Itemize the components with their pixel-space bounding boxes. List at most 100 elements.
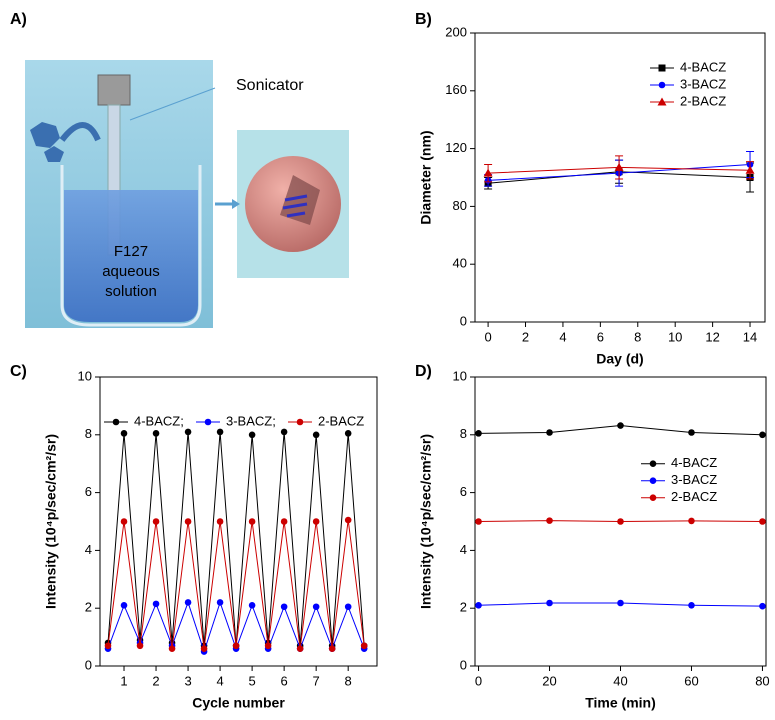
marker bbox=[649, 477, 657, 485]
legend-label: 2-BACZ bbox=[680, 93, 726, 108]
marker bbox=[204, 418, 212, 426]
marker bbox=[649, 494, 657, 502]
marker bbox=[296, 645, 304, 652]
y-tick-label: 2 bbox=[460, 600, 467, 615]
series-line bbox=[107, 519, 365, 649]
y-tick-label: 120 bbox=[445, 140, 467, 155]
plot-frame bbox=[99, 376, 378, 667]
y-axis-label: Intensity (10⁴p/sec/cm²/sr) bbox=[43, 434, 59, 609]
solution-label: aqueous bbox=[102, 263, 160, 280]
marker bbox=[232, 642, 240, 650]
x-tick-label: 4 bbox=[559, 329, 566, 344]
marker bbox=[264, 642, 272, 650]
marker bbox=[120, 518, 128, 525]
legend-label: 3-BACZ bbox=[671, 472, 717, 487]
schematic bbox=[25, 60, 349, 328]
x-tick-label: 4 bbox=[216, 673, 223, 688]
marker bbox=[216, 518, 224, 525]
legend-label: 4-BACZ bbox=[680, 59, 726, 74]
x-axis-label: Time (min) bbox=[585, 695, 656, 711]
marker bbox=[152, 600, 160, 608]
x-tick-label: 6 bbox=[597, 329, 604, 344]
x-tick-label: 2 bbox=[152, 673, 159, 688]
x-tick-label: 80 bbox=[755, 673, 769, 688]
marker bbox=[280, 428, 288, 436]
marker bbox=[248, 518, 256, 525]
legend-label: 4-BACZ bbox=[671, 455, 717, 470]
x-tick-label: 12 bbox=[705, 329, 719, 344]
x-tick-label: 2 bbox=[522, 329, 529, 344]
solution-label: solution bbox=[105, 283, 157, 300]
series-line bbox=[107, 431, 365, 646]
y-tick-label: 0 bbox=[85, 657, 92, 672]
marker bbox=[688, 602, 695, 609]
marker bbox=[759, 518, 766, 525]
marker bbox=[475, 518, 482, 525]
y-tick-label: 10 bbox=[78, 368, 92, 383]
x-tick-label: 5 bbox=[248, 673, 255, 688]
marker bbox=[546, 599, 553, 607]
marker bbox=[248, 431, 256, 439]
marker bbox=[280, 603, 288, 611]
marker bbox=[614, 162, 624, 171]
legend-label: 2-BACZ bbox=[671, 489, 717, 504]
marker bbox=[248, 602, 256, 609]
panel-label: A) bbox=[10, 11, 27, 28]
y-tick-label: 80 bbox=[453, 198, 467, 213]
marker bbox=[344, 603, 352, 611]
marker bbox=[546, 517, 553, 524]
marker bbox=[104, 642, 112, 650]
y-tick-label: 6 bbox=[460, 484, 467, 499]
marker bbox=[759, 431, 766, 439]
marker bbox=[312, 431, 320, 439]
x-tick-label: 1 bbox=[120, 673, 127, 688]
x-tick-label: 6 bbox=[281, 673, 288, 688]
device-label: Sonicator bbox=[236, 77, 304, 94]
marker bbox=[483, 168, 493, 177]
x-tick-label: 7 bbox=[313, 673, 320, 688]
x-tick-label: 0 bbox=[475, 673, 482, 688]
marker bbox=[649, 460, 657, 468]
x-tick-label: 8 bbox=[634, 329, 641, 344]
x-axis-label: Day (d) bbox=[596, 351, 643, 367]
x-tick-label: 14 bbox=[743, 329, 757, 344]
y-tick-label: 200 bbox=[445, 24, 467, 39]
marker bbox=[120, 430, 128, 437]
marker bbox=[184, 428, 192, 436]
x-tick-label: 3 bbox=[184, 673, 191, 688]
marker bbox=[152, 430, 160, 437]
panel-label: D) bbox=[415, 363, 432, 380]
x-axis-label: Cycle number bbox=[192, 695, 285, 711]
marker bbox=[617, 599, 624, 607]
marker bbox=[658, 64, 666, 72]
marker bbox=[475, 430, 482, 437]
marker bbox=[216, 599, 224, 606]
marker bbox=[296, 418, 304, 426]
marker bbox=[168, 645, 176, 652]
marker bbox=[312, 603, 320, 611]
marker bbox=[360, 642, 368, 650]
legend-label: 3-BACZ; bbox=[226, 413, 276, 428]
marker bbox=[200, 645, 208, 652]
plot-frame bbox=[474, 32, 766, 323]
marker bbox=[745, 165, 755, 174]
marker bbox=[617, 422, 624, 429]
marker bbox=[136, 642, 144, 650]
y-tick-label: 6 bbox=[85, 484, 92, 499]
marker bbox=[184, 518, 192, 525]
x-tick-label: 10 bbox=[668, 329, 682, 344]
y-tick-label: 10 bbox=[453, 368, 467, 383]
marker bbox=[312, 518, 320, 525]
marker bbox=[216, 428, 224, 436]
x-tick-label: 60 bbox=[684, 673, 698, 688]
marker bbox=[112, 418, 120, 426]
marker bbox=[688, 517, 695, 525]
y-axis-label: Diameter (nm) bbox=[418, 130, 434, 224]
marker bbox=[120, 602, 128, 609]
marker bbox=[475, 602, 482, 609]
legend-label: 3-BACZ bbox=[680, 76, 726, 91]
solution-label: F127 bbox=[114, 243, 148, 260]
marker bbox=[658, 81, 666, 89]
legend-label: 4-BACZ; bbox=[134, 413, 184, 428]
